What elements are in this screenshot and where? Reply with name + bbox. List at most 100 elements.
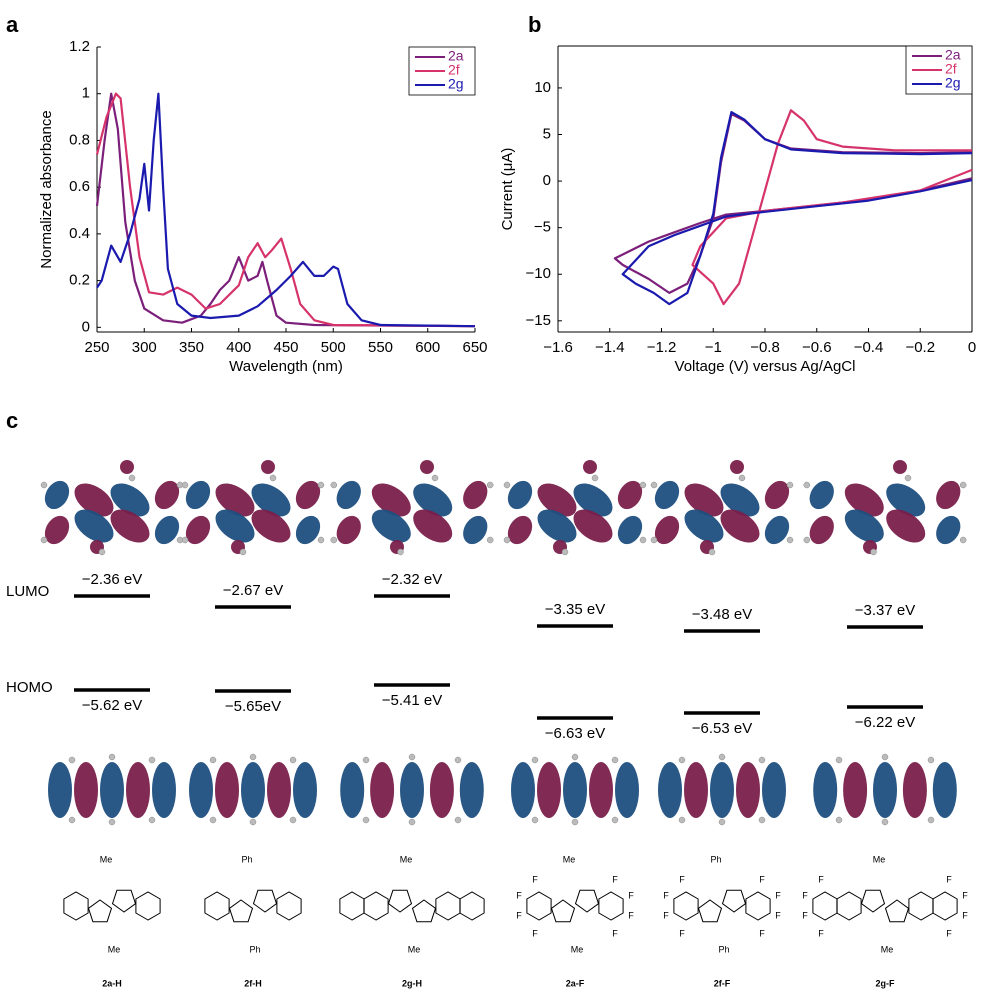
orbital-lobe	[48, 762, 72, 818]
ring	[254, 890, 277, 912]
fluorine-label: F	[663, 890, 669, 900]
substituent: Me	[571, 944, 584, 954]
atom	[398, 549, 404, 555]
atom	[455, 817, 461, 823]
atom	[504, 537, 510, 543]
atom	[562, 549, 568, 555]
x-tick-label: 400	[226, 339, 251, 356]
atom	[41, 482, 47, 488]
y-tick-label: 0.6	[69, 178, 90, 195]
atom	[928, 757, 934, 763]
atom	[290, 817, 296, 823]
orbital-lobe	[903, 762, 927, 818]
homo-label: HOMO	[6, 679, 53, 696]
atom	[759, 757, 765, 763]
fluorine-label: F	[802, 910, 808, 920]
molecule-name: 2f-F	[714, 978, 731, 988]
homo-energy: −6.22 eV	[855, 714, 915, 731]
lumo-energy: −3.48 eV	[692, 606, 752, 623]
orbital-lobe	[511, 762, 535, 818]
molecule-name: 2g-F	[876, 978, 896, 988]
x-tick-label: 300	[132, 339, 157, 356]
ring	[527, 892, 551, 920]
orbital-lobe	[261, 460, 275, 474]
ring	[599, 892, 623, 920]
orbital-lobe	[931, 512, 965, 549]
orbital-lobe	[189, 762, 213, 818]
homo-energy: −5.41 eV	[382, 692, 442, 709]
orbital-lobe	[332, 477, 366, 514]
orbital-lobe	[370, 762, 394, 818]
ring	[230, 900, 253, 922]
atom	[182, 537, 188, 543]
ring	[340, 892, 364, 920]
ring	[674, 892, 698, 920]
fluorine-label: F	[679, 928, 685, 938]
series-line	[97, 94, 475, 327]
atom	[318, 537, 324, 543]
atom	[882, 754, 888, 760]
atom	[109, 819, 115, 825]
atom	[882, 819, 888, 825]
atom	[109, 754, 115, 760]
orbital-lobe	[126, 762, 150, 818]
fluorine-label: F	[516, 910, 522, 920]
orbital-lobe	[805, 477, 839, 514]
fluorine-label: F	[946, 928, 952, 938]
atom	[487, 537, 493, 543]
atom	[409, 754, 415, 760]
ring	[205, 892, 229, 920]
x-tick-label: −1.4	[595, 339, 625, 356]
series-line	[97, 94, 475, 327]
fluorine-label: F	[759, 874, 765, 884]
orbital-lobe	[458, 477, 492, 514]
ring	[413, 900, 436, 922]
ring	[277, 892, 301, 920]
atom	[759, 817, 765, 823]
fluorine-label: F	[532, 874, 538, 884]
ring	[813, 892, 837, 920]
atom	[69, 757, 75, 763]
lumo-energy: −2.32 eV	[382, 571, 442, 588]
orbital-lobe	[843, 762, 867, 818]
lumo-energy: −2.67 eV	[223, 582, 283, 599]
fluorine-label: F	[612, 874, 618, 884]
atom	[804, 482, 810, 488]
x-tick-label: −0.4	[854, 339, 884, 356]
orbital-lobe	[813, 762, 837, 818]
legend-label: 2g	[945, 75, 961, 91]
orbital-lobe	[893, 460, 907, 474]
molecule-name: 2a-F	[566, 978, 585, 988]
fluorine-label: F	[802, 890, 808, 900]
y-tick-label: −10	[526, 265, 551, 282]
legend-label: 2g	[448, 76, 464, 92]
atom	[905, 475, 911, 481]
orbital-lobe	[420, 460, 434, 474]
x-tick-label: −1.2	[647, 339, 677, 356]
atom	[210, 757, 216, 763]
x-tick-label: 250	[84, 339, 109, 356]
fluorine-label: F	[962, 890, 968, 900]
ring	[552, 900, 575, 922]
atom	[612, 757, 618, 763]
substituent: Me	[873, 854, 886, 864]
orbital-lobe	[340, 762, 364, 818]
atom	[318, 482, 324, 488]
ring	[436, 892, 460, 920]
fluorine-label: F	[612, 928, 618, 938]
atom	[651, 537, 657, 543]
molecule-name: 2f-H	[244, 978, 262, 988]
ring	[64, 892, 88, 920]
atom	[612, 817, 618, 823]
orbital-lobe	[933, 762, 957, 818]
orbital-lobe	[332, 512, 366, 549]
orbital-lobe	[762, 762, 786, 818]
atom	[250, 754, 256, 760]
atom	[149, 757, 155, 763]
fluorine-label: F	[962, 910, 968, 920]
orbital-lobe	[583, 460, 597, 474]
atom	[99, 549, 105, 555]
atom	[679, 817, 685, 823]
x-tick-label: 450	[273, 339, 298, 356]
atom	[592, 475, 598, 481]
